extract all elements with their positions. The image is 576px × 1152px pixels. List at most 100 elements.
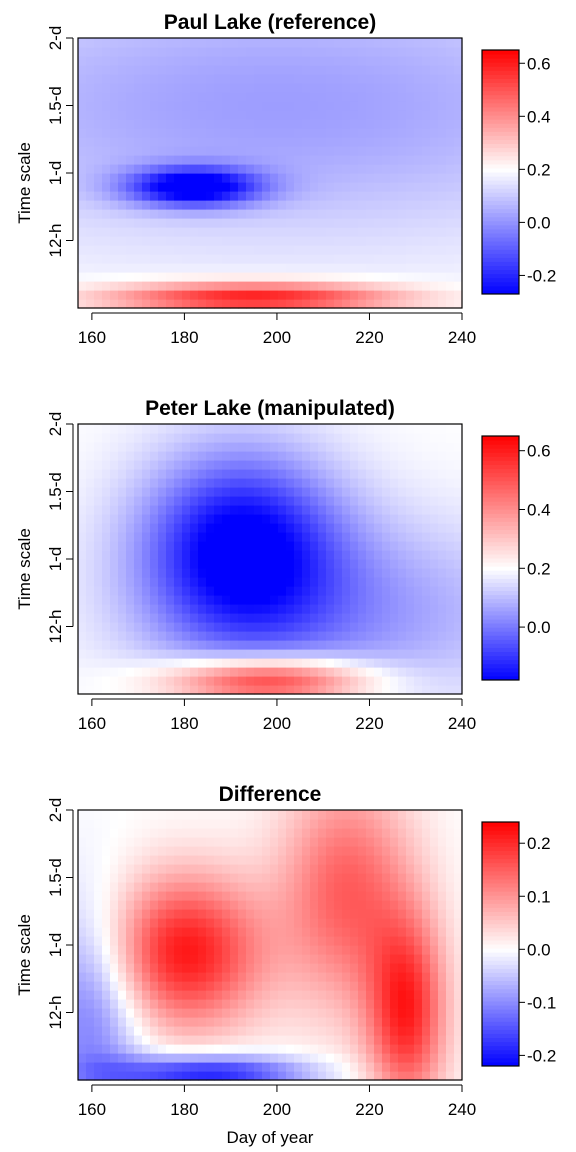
heatmap-cell: [230, 810, 239, 820]
heatmap-cell: [398, 227, 407, 237]
heatmap-cell: [414, 74, 423, 84]
heatmap-cell: [78, 559, 87, 569]
heatmap-cell: [350, 200, 359, 210]
heatmap-cell: [190, 855, 199, 865]
heatmap-cell: [286, 110, 295, 120]
heatmap-cell: [150, 209, 159, 219]
heatmap-cell: [430, 1071, 439, 1081]
heatmap-cell: [406, 1035, 415, 1045]
heatmap-cell: [286, 65, 295, 75]
heatmap-cell: [126, 65, 135, 75]
heatmap-cell: [406, 254, 415, 264]
heatmap-cell: [342, 532, 351, 542]
heatmap-cell: [430, 936, 439, 946]
heatmap-cell: [254, 667, 263, 677]
heatmap-cell: [286, 272, 295, 282]
heatmap-cell: [166, 855, 175, 865]
heatmap-cell: [206, 164, 215, 174]
heatmap-cell: [382, 577, 391, 587]
heatmap-cell: [270, 496, 279, 506]
heatmap-cell: [414, 649, 423, 659]
heatmap-cell: [278, 559, 287, 569]
heatmap-cell: [238, 74, 247, 84]
heatmap-cell: [214, 451, 223, 461]
heatmap-cell: [182, 667, 191, 677]
heatmap-cell: [406, 559, 415, 569]
heatmap-cell: [422, 846, 431, 856]
heatmap-cell: [398, 945, 407, 955]
heatmap-cell: [302, 487, 311, 497]
heatmap-cell: [278, 936, 287, 946]
heatmap-cell: [342, 945, 351, 955]
heatmap-cell: [390, 155, 399, 165]
heatmap-cell: [446, 209, 455, 219]
heatmap-cell: [294, 1035, 303, 1045]
heatmap-cell: [86, 577, 95, 587]
heatmap-cell: [102, 990, 111, 1000]
heatmap-cell: [150, 595, 159, 605]
heatmap-cell: [358, 164, 367, 174]
heatmap-cell: [374, 927, 383, 937]
heatmap-cell: [94, 972, 103, 982]
heatmap-cell: [174, 882, 183, 892]
heatmap-cell: [310, 173, 319, 183]
heatmap-cell: [406, 119, 415, 129]
colorbar-band: [482, 66, 519, 71]
heatmap-cell: [86, 218, 95, 228]
heatmap-cell: [342, 110, 351, 120]
colorbar-band: [482, 992, 519, 998]
heatmap-cell: [350, 846, 359, 856]
heatmap-cell: [214, 1035, 223, 1045]
heatmap-cell: [374, 550, 383, 560]
heatmap-cell: [374, 541, 383, 551]
heatmap-cell: [126, 909, 135, 919]
heatmap-cell: [110, 272, 119, 282]
heatmap-cell: [334, 541, 343, 551]
heatmap-cell: [326, 936, 335, 946]
heatmap-cell: [102, 577, 111, 587]
heatmap-cell: [358, 532, 367, 542]
heatmap-cell: [254, 604, 263, 614]
heatmap-cell: [406, 532, 415, 542]
heatmap-cell: [350, 855, 359, 865]
heatmap-cell: [222, 631, 231, 641]
heatmap-cell: [446, 65, 455, 75]
heatmap-cell: [198, 451, 207, 461]
heatmap-cell: [222, 873, 231, 883]
heatmap-cell: [134, 245, 143, 255]
heatmap-cell: [358, 137, 367, 147]
heatmap-cell: [422, 505, 431, 515]
colorbar-band: [482, 119, 519, 124]
heatmap-cell: [366, 451, 375, 461]
heatmap-cell: [310, 550, 319, 560]
heatmap-cell: [158, 640, 167, 650]
heatmap-cell: [294, 990, 303, 1000]
heatmap-cell: [238, 110, 247, 120]
heatmap-cell: [278, 981, 287, 991]
heatmap-cell: [102, 640, 111, 650]
heatmap-cell: [342, 505, 351, 515]
heatmap-cell: [438, 236, 447, 246]
heatmap-cell: [390, 137, 399, 147]
heatmap-cell: [286, 936, 295, 946]
heatmap-cell: [118, 990, 127, 1000]
heatmap-cell: [198, 1035, 207, 1045]
heatmap-cell: [118, 38, 127, 48]
heatmap-cell: [118, 74, 127, 84]
y-tick-label: 1-d: [46, 547, 65, 572]
heatmap-cell: [294, 586, 303, 596]
heatmap-cell: [238, 514, 247, 524]
heatmap-cell: [158, 936, 167, 946]
heatmap-cell: [334, 1035, 343, 1045]
heatmap-cell: [126, 918, 135, 928]
heatmap-cell: [278, 550, 287, 560]
heatmap-cell: [174, 523, 183, 533]
heatmap-cell: [198, 433, 207, 443]
heatmap-cell: [150, 954, 159, 964]
heatmap-cell: [126, 164, 135, 174]
heatmap-cell: [302, 999, 311, 1009]
heatmap-cell: [94, 990, 103, 1000]
heatmap-cell: [78, 541, 87, 551]
heatmap-cell: [150, 1035, 159, 1045]
heatmap-cell: [262, 577, 271, 587]
